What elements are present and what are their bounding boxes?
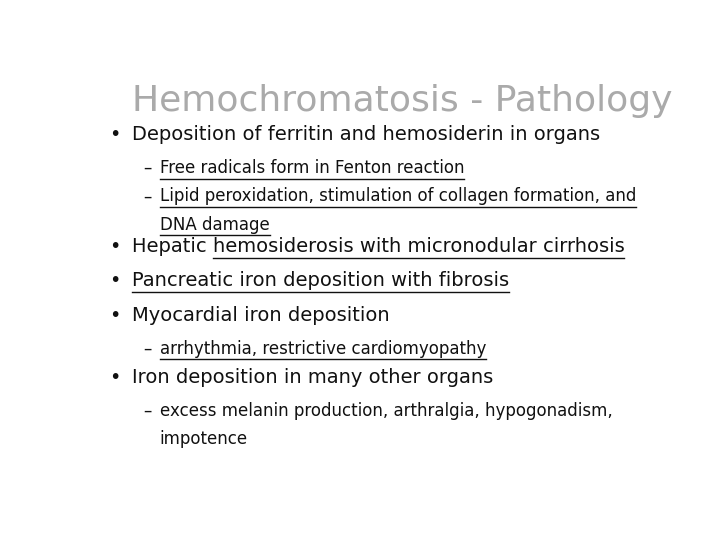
Text: •: • <box>109 272 121 291</box>
Text: Hepatic: Hepatic <box>132 238 212 256</box>
Text: –: – <box>143 159 151 177</box>
Text: excess melanin production, arthralgia, hypogonadism,: excess melanin production, arthralgia, h… <box>160 402 613 420</box>
Text: arrhythmia, restrictive cardiomyopathy: arrhythmia, restrictive cardiomyopathy <box>160 340 486 357</box>
Text: –: – <box>143 340 151 357</box>
Text: Pancreatic iron deposition with fibrosis: Pancreatic iron deposition with fibrosis <box>132 272 509 291</box>
Text: •: • <box>109 125 121 144</box>
Text: hemosiderosis with micronodular cirrhosis: hemosiderosis with micronodular cirrhosi… <box>212 238 624 256</box>
Text: •: • <box>109 306 121 325</box>
Text: Free radicals form in Fenton reaction: Free radicals form in Fenton reaction <box>160 159 464 177</box>
Text: DNA damage: DNA damage <box>160 216 269 234</box>
Text: Deposition of ferritin and hemosiderin in organs: Deposition of ferritin and hemosiderin i… <box>132 125 600 144</box>
Text: Myocardial iron deposition: Myocardial iron deposition <box>132 306 390 325</box>
Text: •: • <box>109 368 121 387</box>
Text: •: • <box>109 238 121 256</box>
Text: Lipid peroxidation, stimulation of collagen formation, and: Lipid peroxidation, stimulation of colla… <box>160 187 636 205</box>
Text: –: – <box>143 402 151 420</box>
Text: –: – <box>143 187 151 205</box>
Text: impotence: impotence <box>160 430 248 448</box>
Text: Hemochromatosis - Pathology: Hemochromatosis - Pathology <box>132 84 672 118</box>
Text: Iron deposition in many other organs: Iron deposition in many other organs <box>132 368 493 387</box>
